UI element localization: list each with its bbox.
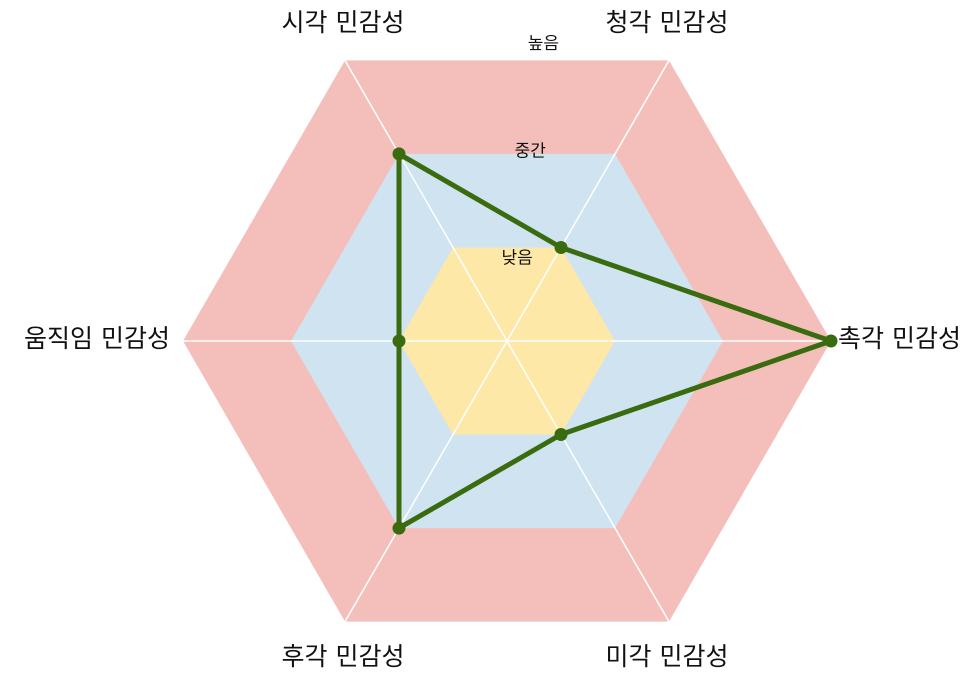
axis-label: 청각 민감성 [606,8,729,37]
axis-spokes [183,60,831,622]
level-label-low: 낮음 [501,249,532,269]
axis-spoke [506,340,670,622]
axis-spoke [506,60,670,342]
level-label-high: 높음 [528,34,559,54]
axis-spoke [344,340,508,622]
axis-spoke [344,60,508,342]
level-labels: 낮음 중간 높음 [501,34,559,268]
data-point [824,334,838,348]
axis-label: 후각 민감성 [282,642,405,671]
data-point [554,428,568,441]
data-point [554,241,568,254]
data-point [392,521,406,535]
axis-label: 시각 민감성 [282,8,405,37]
data-series [392,147,838,535]
level-label-mid: 중간 [515,141,547,161]
axis-label: 촉각 민감성 [838,324,961,353]
axis-label: 미각 민감성 [606,642,729,671]
data-point [392,147,406,161]
data-point [392,334,406,348]
axis-label: 움직임 민감성 [24,324,170,353]
